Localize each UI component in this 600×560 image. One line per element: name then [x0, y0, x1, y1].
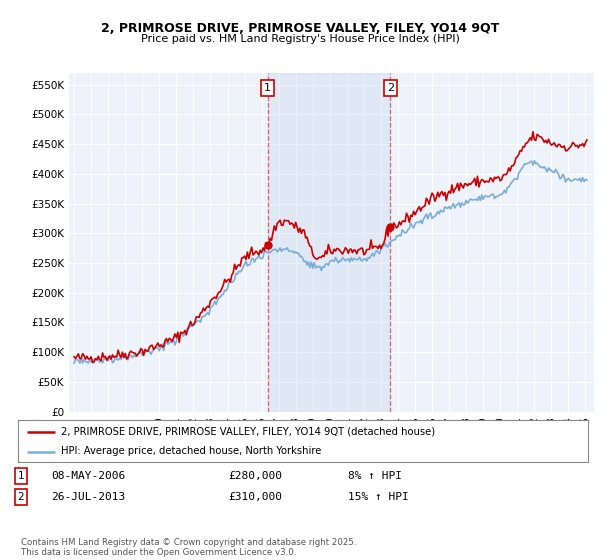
Text: 15% ↑ HPI: 15% ↑ HPI — [348, 492, 409, 502]
Text: 2: 2 — [387, 83, 394, 93]
Bar — [268, 73, 391, 412]
Text: Contains HM Land Registry data © Crown copyright and database right 2025.
This d: Contains HM Land Registry data © Crown c… — [21, 538, 356, 557]
Text: 2, PRIMROSE DRIVE, PRIMROSE VALLEY, FILEY, YO14 9QT: 2, PRIMROSE DRIVE, PRIMROSE VALLEY, FILE… — [101, 22, 499, 35]
Text: £310,000: £310,000 — [228, 492, 282, 502]
Text: £280,000: £280,000 — [228, 471, 282, 481]
Text: 2: 2 — [17, 492, 25, 502]
Text: Price paid vs. HM Land Registry's House Price Index (HPI): Price paid vs. HM Land Registry's House … — [140, 34, 460, 44]
Text: 1: 1 — [264, 83, 271, 93]
Text: 08-MAY-2006: 08-MAY-2006 — [51, 471, 125, 481]
Text: 1: 1 — [17, 471, 25, 481]
Text: HPI: Average price, detached house, North Yorkshire: HPI: Average price, detached house, Nort… — [61, 446, 321, 456]
Text: 26-JUL-2013: 26-JUL-2013 — [51, 492, 125, 502]
Text: 8% ↑ HPI: 8% ↑ HPI — [348, 471, 402, 481]
Text: 2, PRIMROSE DRIVE, PRIMROSE VALLEY, FILEY, YO14 9QT (detached house): 2, PRIMROSE DRIVE, PRIMROSE VALLEY, FILE… — [61, 427, 435, 437]
